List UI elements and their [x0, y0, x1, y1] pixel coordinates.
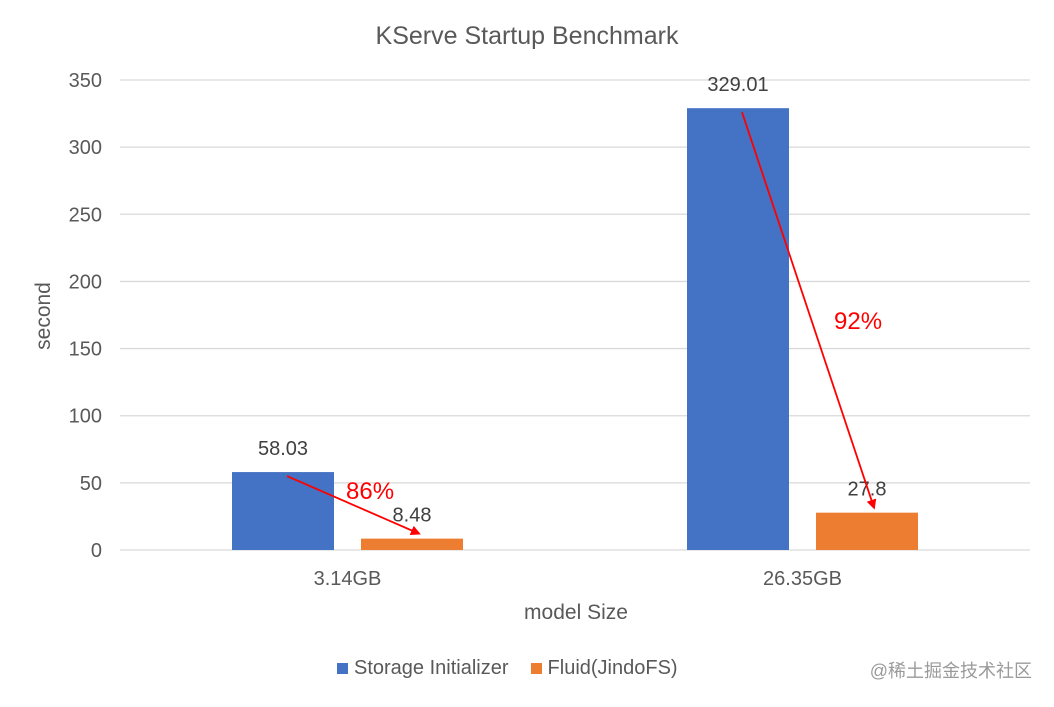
y-tick-label: 300: [69, 137, 102, 159]
data-label: 329.01: [707, 74, 768, 96]
y-tick-label: 350: [69, 70, 102, 92]
y-axis-title: second: [32, 282, 55, 350]
y-tick-label: 200: [69, 271, 102, 293]
legend-swatch-storage-initializer: [337, 663, 348, 674]
legend-item-storage-initializer: Storage Initializer: [337, 657, 509, 680]
y-tick-label: 100: [69, 406, 102, 428]
data-label: 58.03: [258, 438, 308, 460]
legend-label-storage-initializer: Storage Initializer: [354, 657, 509, 679]
x-tick-label: 26.35GB: [763, 568, 842, 590]
y-tick-label: 150: [69, 339, 102, 361]
reduction-arrow: [286, 475, 421, 535]
y-tick-label: 50: [80, 473, 102, 495]
data-label: 8.48: [393, 505, 432, 527]
bar: [232, 472, 334, 550]
data-label: 27.8: [848, 479, 887, 501]
reduction-label: 86%: [346, 478, 394, 505]
legend: Storage Initializer Fluid(JindoFS): [337, 657, 678, 680]
y-tick-label: 0: [91, 540, 102, 562]
legend-item-fluid-jindofs: Fluid(JindoFS): [530, 657, 678, 680]
legend-label-fluid-jindofs: Fluid(JindoFS): [547, 657, 678, 679]
bar: [687, 108, 789, 550]
legend-swatch-fluid-jindofs: [530, 663, 542, 674]
chart-title: KServe Startup Benchmark: [376, 22, 679, 50]
reduction-arrow: [741, 111, 877, 510]
watermark: @稀土掘金技术社区: [869, 661, 1032, 681]
reduction-label: 92%: [834, 308, 882, 335]
x-tick-label: 3.14GB: [314, 568, 382, 590]
x-axis-title: model Size: [524, 601, 628, 624]
bar: [816, 512, 918, 550]
y-tick-label: 250: [69, 204, 102, 226]
bar: [361, 538, 463, 550]
